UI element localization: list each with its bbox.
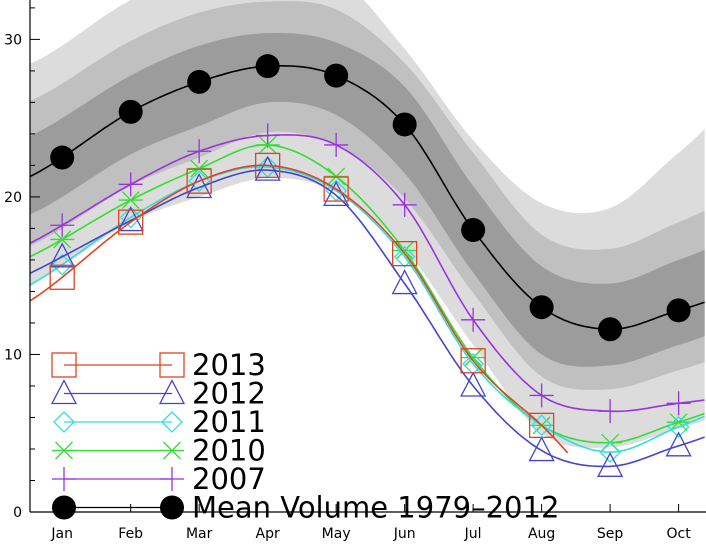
- data-point-jan: [50, 213, 75, 238]
- legend-entry-2012: 2012: [50, 377, 266, 411]
- legend-entry-2011: 2011: [53, 405, 266, 439]
- y-tick-label: 10: [4, 347, 22, 363]
- data-point-sep: [597, 451, 624, 477]
- legend-marker: [50, 379, 78, 405]
- x-tick-label-sep: Sep: [597, 526, 624, 542]
- data-point-jun: [392, 192, 417, 217]
- data-point-oct: [667, 416, 690, 438]
- data-point-apr: [255, 54, 280, 79]
- legend-label: 2007: [192, 462, 266, 496]
- data-point-jan: [50, 145, 75, 170]
- series-2007: [29, 123, 705, 424]
- series-line: [29, 164, 569, 454]
- x-tick-label-may: May: [322, 526, 351, 542]
- legend-marker: [160, 441, 184, 460]
- legend-marker: [52, 495, 76, 520]
- data-point-feb: [118, 99, 143, 124]
- data-point-aug: [529, 383, 554, 408]
- y-tick-label: 30: [4, 32, 22, 48]
- data-point-sep: [598, 399, 623, 424]
- x-tick-label-aug: Aug: [528, 526, 555, 542]
- legend-marker: [51, 352, 77, 378]
- data-point-feb: [118, 172, 143, 197]
- data-point-apr: [255, 152, 281, 179]
- legend-marker: [159, 352, 185, 378]
- data-point-feb: [118, 191, 143, 210]
- data-point-oct: [666, 413, 691, 432]
- x-tick-label-jun: Jun: [393, 526, 416, 542]
- data-point-jun: [391, 269, 418, 295]
- data-point-oct: [666, 391, 691, 416]
- series-line: [29, 65, 705, 331]
- series-mean-volume-1979-2012: [29, 54, 705, 342]
- data-point-apr: [255, 123, 280, 148]
- data-point-aug: [529, 295, 554, 320]
- data-point-jun: [393, 245, 416, 268]
- data-point-mar: [187, 139, 212, 164]
- data-point-jul: [461, 307, 486, 332]
- data-point-jun: [392, 112, 417, 137]
- band-inner: [30, 33, 705, 367]
- x-tick-label-oct: Oct: [666, 526, 691, 542]
- axes: 0 10 20 30 Jan Feb Mar Apr May Jun Jul Aug Sep Oct: [4, 0, 706, 542]
- series-line: [29, 144, 705, 444]
- legend-entry-2010: 2010: [52, 434, 266, 468]
- legend-marker: [52, 441, 76, 460]
- y-tick-label: 0: [13, 505, 22, 521]
- series-line: [29, 134, 705, 413]
- data-point-jun: [391, 240, 418, 267]
- legend-label: Mean Volume 1979–2012: [192, 491, 559, 525]
- data-point-aug: [528, 436, 555, 462]
- legend-entry-mean-volume-1979-2012: Mean Volume 1979–2012: [52, 491, 559, 525]
- legend-marker: [161, 411, 183, 433]
- legend-label: 2012: [192, 377, 266, 411]
- data-point-feb: [119, 206, 142, 229]
- legend-entry-2007: 2007: [52, 462, 266, 496]
- data-series: [29, 54, 705, 477]
- data-point-jan: [49, 242, 76, 268]
- data-point-may: [324, 132, 349, 157]
- data-point-oct: [665, 431, 692, 457]
- data-point-apr: [255, 135, 280, 154]
- legend-entry-2013: 2013: [51, 348, 266, 382]
- data-point-sep: [599, 441, 622, 464]
- data-point-feb: [117, 206, 144, 232]
- x-tick-label-jan: Jan: [50, 526, 73, 542]
- legend-marker: [53, 411, 75, 433]
- legend-marker: [160, 467, 184, 491]
- data-point-jan: [51, 253, 74, 276]
- legend-marker: [158, 379, 186, 405]
- y-tick-label: 20: [4, 190, 22, 206]
- x-tick-label-apr: Apr: [256, 526, 280, 542]
- legend-label: 2010: [192, 434, 266, 468]
- legend-marker: [52, 467, 76, 491]
- x-tick-label-jul: Jul: [464, 526, 482, 542]
- x-tick-label-feb: Feb: [118, 526, 143, 542]
- spread-bands: [30, 0, 705, 448]
- data-point-feb: [118, 209, 144, 235]
- legend-label: 2011: [192, 405, 266, 439]
- data-point-jul: [461, 218, 486, 243]
- data-point-jan: [49, 264, 75, 290]
- data-point-aug: [528, 412, 555, 439]
- data-point-mar: [186, 173, 213, 199]
- legend-marker: [160, 495, 184, 520]
- data-point-oct: [666, 298, 691, 323]
- data-point-mar: [187, 69, 212, 94]
- data-point-aug: [530, 414, 553, 437]
- data-point-may: [323, 176, 349, 202]
- data-point-jun: [392, 241, 417, 260]
- data-point-may: [324, 63, 349, 88]
- data-point-jul: [460, 371, 487, 397]
- x-tick-label-mar: Mar: [186, 526, 213, 542]
- legend-label: 2013: [192, 348, 266, 382]
- series-2013: [29, 152, 569, 454]
- data-point-jan: [50, 230, 75, 249]
- data-point-apr: [254, 155, 281, 181]
- data-point-jul: [460, 348, 486, 374]
- data-point-sep: [598, 317, 623, 342]
- data-point-mar: [186, 168, 212, 194]
